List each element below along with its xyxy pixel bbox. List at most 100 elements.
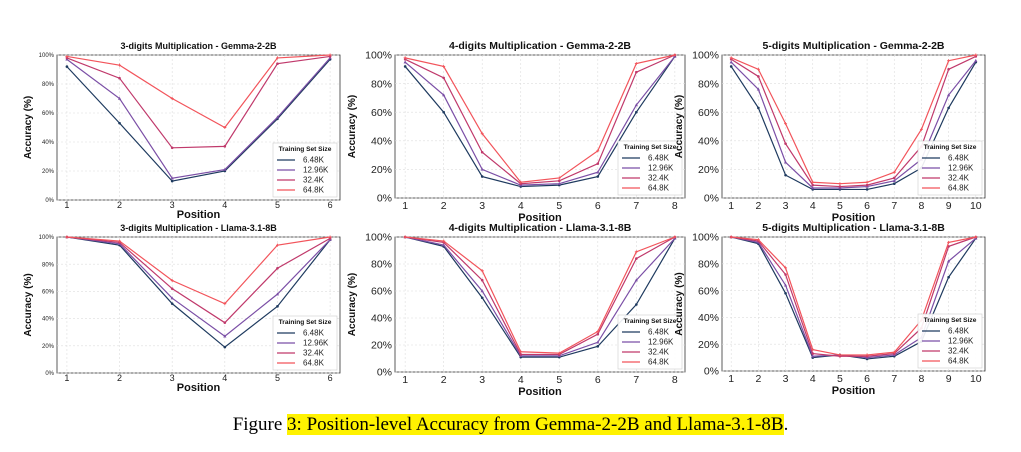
legend-label: 32.4K: [648, 174, 670, 183]
data-point: [170, 176, 174, 180]
legend-label: 32.4K: [948, 174, 970, 183]
x-tick-label: 4: [222, 200, 227, 210]
x-tick-label: 3: [170, 373, 175, 383]
data-point: [223, 126, 227, 129]
y-tick-label: 40%: [371, 313, 392, 325]
y-tick-label: 0%: [704, 193, 719, 205]
legend-title: Training Set Size: [624, 144, 677, 151]
y-tick-label: 80%: [371, 259, 392, 271]
data-point: [783, 160, 788, 164]
data-point: [784, 266, 788, 270]
data-point: [442, 76, 445, 80]
chart-title: 3-digits Multiplication - Llama-3.1-8B: [120, 223, 277, 233]
data-point: [596, 330, 600, 333]
series-line-64.8K: [731, 236, 976, 356]
data-point: [811, 183, 815, 187]
data-point: [757, 75, 760, 78]
x-tick-label: 3: [783, 373, 789, 385]
x-tick-label: 3: [479, 200, 485, 212]
series-line-12.96K: [66, 236, 331, 338]
data-point: [557, 179, 561, 183]
data-point: [170, 146, 174, 150]
data-point: [118, 63, 122, 67]
chart-panel-3: 0% 20% 40% 60% 80% 100% 1 2 3 4 5 6 7 8 9 10 5-digits Mu…: [674, 40, 986, 224]
x-tick-label: 7: [633, 200, 639, 212]
x-tick-label: 7: [891, 373, 897, 385]
series-line-64.8K: [66, 54, 331, 129]
data-point: [403, 65, 407, 68]
y-tick-label: 20%: [42, 344, 55, 350]
data-point: [442, 239, 446, 243]
y-tick-label: 20%: [42, 169, 55, 175]
data-point: [757, 106, 760, 110]
series-line-12.96K: [66, 57, 331, 179]
legend-label: 6.48K: [948, 154, 970, 163]
data-point: [947, 106, 950, 110]
legend-title: Training Set Size: [279, 146, 332, 153]
data-point: [811, 348, 815, 352]
series-line-32.4K: [404, 54, 676, 185]
y-tick-label: 0%: [45, 371, 54, 377]
x-tick-label: 4: [222, 373, 227, 383]
x-tick-label: 5: [275, 200, 280, 210]
series-line-6.48K: [404, 56, 676, 188]
x-axis-label: Position: [518, 212, 562, 224]
y-tick-label: 20%: [371, 164, 392, 176]
data-point: [838, 185, 842, 188]
legend-label: 6.48K: [303, 329, 325, 338]
legend-title: Training Set Size: [624, 318, 677, 325]
data-point: [480, 167, 484, 171]
data-point: [223, 145, 227, 148]
y-axis-label: Accuracy (%): [23, 273, 34, 336]
chart-panel-2: 0% 20% 40% 60% 80% 100% 1 2 3 4 5 6 7 8 4-digits Multi…: [347, 40, 686, 224]
data-point: [223, 302, 227, 306]
data-point: [557, 351, 561, 355]
data-point: [170, 302, 174, 305]
chart-title: 4-digits Multiplication - Gemma-2-2B: [449, 40, 631, 52]
data-point: [729, 60, 733, 64]
series-line-6.48K: [730, 61, 977, 191]
y-tick-label: 80%: [698, 78, 719, 90]
data-point: [557, 181, 561, 185]
data-point: [170, 179, 174, 183]
data-point: [596, 170, 600, 174]
series-line-64.8K: [405, 236, 676, 354]
y-tick-label: 60%: [698, 285, 719, 297]
x-tick-label: 6: [595, 374, 601, 386]
y-tick-label: 40%: [698, 135, 719, 147]
data-point: [634, 250, 638, 254]
data-point: [947, 259, 951, 263]
y-tick-label: 100%: [365, 50, 392, 62]
legend-label: 64.8K: [648, 358, 670, 367]
data-point: [442, 64, 446, 68]
x-axis-label: Position: [518, 386, 562, 398]
y-tick-label: 60%: [371, 107, 392, 119]
data-point: [328, 53, 332, 57]
data-point: [276, 62, 279, 65]
y-axis-label: Accuracy (%): [347, 273, 358, 336]
x-tick-label: 8: [672, 374, 678, 386]
data-point: [974, 58, 978, 62]
x-tick-label: 9: [946, 200, 952, 212]
data-point: [947, 93, 951, 97]
data-point: [275, 115, 280, 119]
data-point: [838, 182, 842, 186]
data-point: [403, 235, 407, 239]
y-tick-label: 0%: [704, 366, 719, 378]
data-point: [117, 96, 122, 100]
x-axis-label: Position: [177, 209, 221, 221]
data-point: [276, 266, 279, 270]
data-point: [947, 275, 950, 279]
y-tick-label: 80%: [698, 258, 719, 270]
series-line-32.4K: [730, 55, 977, 188]
series-line-6.48K: [66, 58, 331, 182]
y-tick-label: 0%: [377, 193, 392, 205]
x-tick-label: 8: [919, 200, 925, 212]
y-tick-label: 0%: [377, 367, 392, 379]
data-point: [118, 121, 121, 125]
x-axis-label: Position: [832, 385, 876, 397]
data-point: [118, 76, 121, 80]
series-line-12.96K: [405, 236, 676, 357]
data-point: [784, 122, 788, 126]
